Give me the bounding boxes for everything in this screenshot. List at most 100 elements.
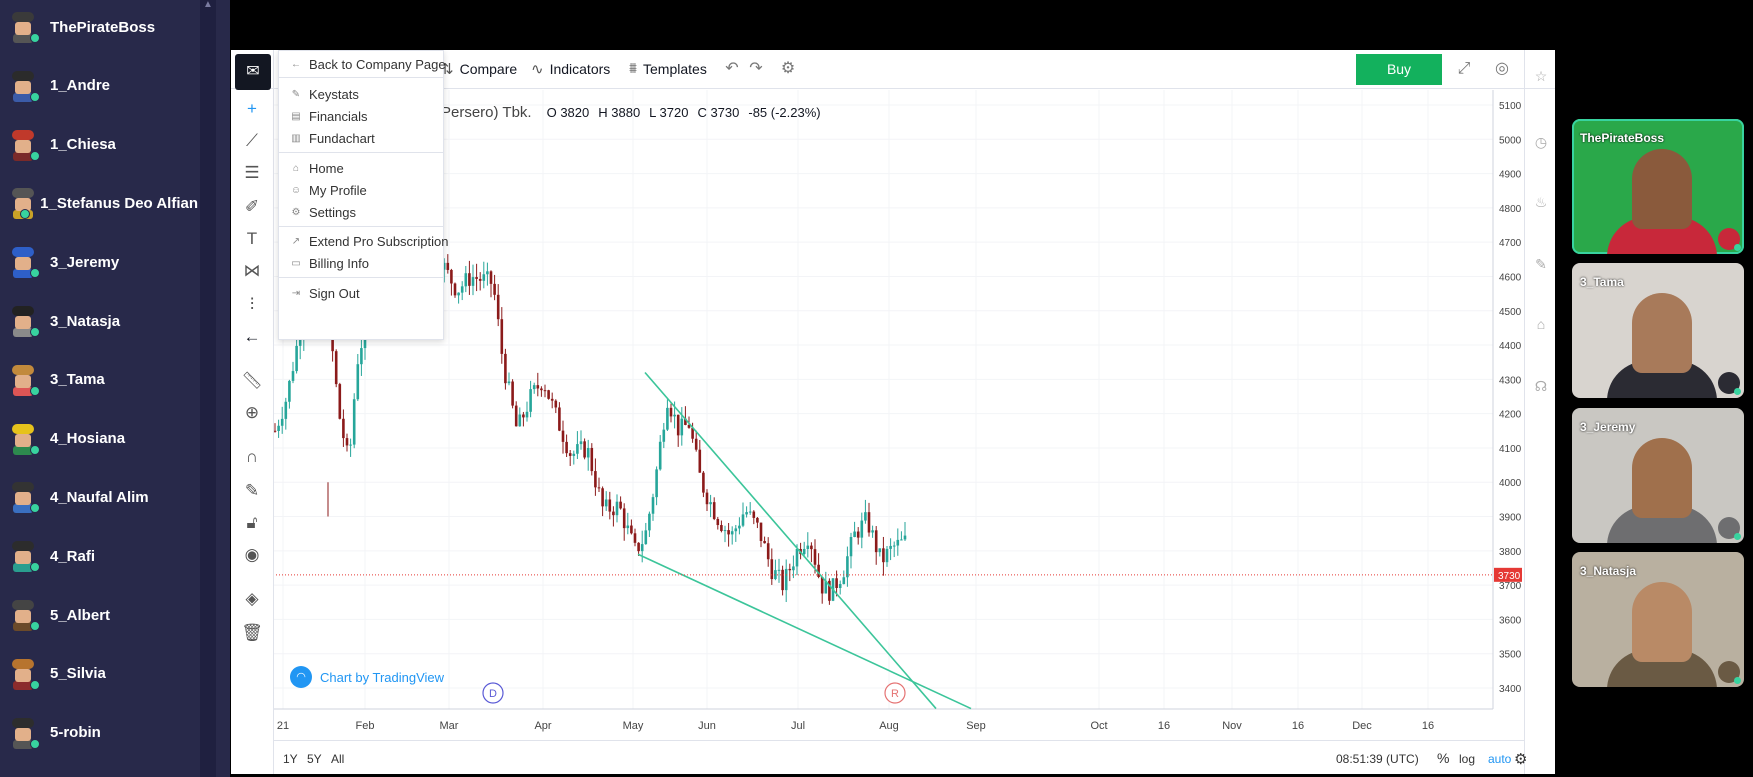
lock-draw-icon[interactable]: ✎ bbox=[244, 481, 260, 500]
financials-icon: ▤ bbox=[291, 111, 301, 122]
fullscreen-icon[interactable]: ⤢ bbox=[1457, 60, 1471, 77]
menu-my-profile[interactable]: ☺ My Profile bbox=[290, 183, 367, 198]
candle-body bbox=[273, 430, 277, 432]
candle-body bbox=[842, 577, 846, 585]
text-icon[interactable]: T bbox=[246, 229, 258, 248]
video-feed bbox=[1632, 438, 1692, 518]
candle-body bbox=[691, 427, 694, 439]
arrow-left-icon[interactable]: ← bbox=[243, 327, 261, 346]
headset-icon[interactable]: ☊ bbox=[1534, 378, 1548, 394]
percent-toggle[interactable]: % bbox=[1437, 750, 1450, 766]
menu-keystats[interactable]: ✎ Keystats bbox=[291, 87, 359, 102]
participant-item[interactable]: 1_Chiesa bbox=[0, 125, 198, 165]
online-status-icon bbox=[1734, 677, 1741, 684]
horizontal-lines-icon[interactable]: ☰ bbox=[244, 163, 260, 182]
eye-icon[interactable]: ◉ bbox=[244, 545, 260, 564]
watchlist-icon[interactable]: ☆ bbox=[1534, 68, 1548, 84]
price-tick-label: 4000 bbox=[1499, 478, 1522, 489]
brush-icon[interactable]: ✐ bbox=[244, 197, 260, 216]
symbol-name[interactable]: Persero) Tbk. bbox=[441, 104, 532, 121]
price-tick-label: 5100 bbox=[1499, 101, 1522, 112]
participant-item[interactable]: 1_Stefanus Deo Alfian bbox=[0, 183, 198, 223]
magnet-icon[interactable]: ∩ bbox=[245, 447, 259, 466]
ruler-icon[interactable]: 📏︎ bbox=[241, 371, 263, 390]
candle-body bbox=[604, 499, 608, 507]
utc-clock[interactable]: 08:51:39 (UTC) bbox=[1336, 752, 1419, 766]
price-chart[interactable]: 5100 5000 4900 4800 4700 4600 4500 4400 4300 4200… bbox=[231, 50, 1555, 774]
menu-settings[interactable]: ⚙ Settings bbox=[291, 205, 356, 220]
video-tile[interactable]: 3_Jeremy bbox=[1572, 408, 1744, 543]
candle-body bbox=[820, 576, 824, 594]
candle-body bbox=[874, 530, 878, 553]
candle-body bbox=[579, 441, 583, 445]
candle-body bbox=[687, 424, 691, 428]
gear-icon[interactable]: ⚙ bbox=[780, 60, 796, 77]
crosshair-icon[interactable]: + bbox=[247, 99, 257, 118]
price-tick-label: 3900 bbox=[1499, 513, 1522, 524]
participant-item[interactable]: 4_Hosiana bbox=[0, 419, 198, 459]
participant-item[interactable]: 3_Jeremy bbox=[0, 242, 198, 282]
candle-body bbox=[540, 388, 543, 391]
menu-extend-pro[interactable]: ↗ Extend Pro Subscription bbox=[291, 234, 449, 249]
candle-body bbox=[572, 453, 576, 456]
avatar bbox=[1718, 228, 1741, 251]
compare-button[interactable]: ⇅ Compare bbox=[441, 61, 518, 78]
participant-item[interactable]: 5_Silvia bbox=[0, 654, 198, 694]
templates-button[interactable]: ⩩ Templates bbox=[629, 60, 707, 77]
menu-billing-info[interactable]: ▭ Billing Info bbox=[291, 256, 369, 271]
range-5y[interactable]: 5Y bbox=[307, 752, 322, 766]
menu-financials[interactable]: ▤ Financials bbox=[291, 109, 368, 124]
log-toggle[interactable]: log bbox=[1459, 752, 1476, 766]
menu-home[interactable]: ⌂ Home bbox=[290, 161, 344, 176]
participant-item[interactable]: 3_Natasja bbox=[0, 301, 198, 341]
menu-fundachart[interactable]: ▥ Fundachart bbox=[291, 131, 375, 146]
menu-back-to-company[interactable]: ← Back to Company Page bbox=[291, 57, 446, 72]
participant-item[interactable]: 5-robin bbox=[0, 713, 198, 753]
video-tile[interactable]: 3_Tama bbox=[1572, 263, 1744, 398]
scroll-up-icon[interactable]: ▲ bbox=[203, 0, 213, 10]
candle-body bbox=[558, 407, 561, 431]
price-tick-label: 4100 bbox=[1499, 444, 1522, 455]
participant-item[interactable]: 4_Naufal Alim bbox=[0, 477, 198, 517]
auto-toggle[interactable]: auto bbox=[1488, 752, 1512, 766]
video-tile[interactable]: 3_Natasja bbox=[1572, 552, 1744, 687]
participant-item[interactable]: 3_Tama bbox=[0, 360, 198, 400]
candle-body bbox=[781, 569, 784, 591]
zoom-in-icon[interactable]: ⊕ bbox=[244, 403, 260, 422]
app-logo-icon[interactable]: ✉ bbox=[235, 54, 271, 90]
lock-icon[interactable]: 🔓︎ bbox=[246, 513, 258, 532]
participant-item[interactable]: 5_Albert bbox=[0, 595, 198, 635]
layers-icon[interactable]: ◈ bbox=[245, 589, 259, 608]
participant-item[interactable]: ThePirateBoss bbox=[0, 7, 198, 47]
indicators-button[interactable]: ∿ Indicators bbox=[531, 61, 611, 78]
range-all[interactable]: All bbox=[331, 752, 345, 766]
sign-out-icon: ⇥ bbox=[291, 288, 301, 299]
range-1y[interactable]: 1Y bbox=[283, 752, 298, 766]
notification-icon[interactable]: ⌂ bbox=[1536, 316, 1546, 332]
camera-icon[interactable]: ◎ bbox=[1495, 60, 1509, 77]
video-tile[interactable]: ThePirateBoss bbox=[1572, 119, 1744, 254]
trendline-icon[interactable]: ⟋ bbox=[246, 131, 258, 150]
tradingview-watermark[interactable]: ◠ Chart by TradingView bbox=[290, 666, 444, 688]
alarm-icon[interactable]: ◷ bbox=[1534, 134, 1548, 150]
hotlist-icon[interactable]: ♨ bbox=[1534, 194, 1548, 210]
redo-icon[interactable]: ↷ bbox=[749, 60, 763, 77]
participant-item[interactable]: 1_Andre bbox=[0, 66, 198, 106]
sidebar-scrollbar[interactable] bbox=[200, 0, 216, 777]
pattern-icon[interactable]: ⋈ bbox=[243, 261, 261, 280]
trash-icon[interactable]: 🗑︎ bbox=[241, 623, 263, 642]
chart-settings-gear-icon[interactable]: ⚙ bbox=[1514, 751, 1528, 768]
pencil-icon[interactable]: ✎ bbox=[1535, 256, 1547, 272]
buy-button[interactable]: Buy bbox=[1356, 54, 1442, 85]
prediction-icon[interactable]: ⫶ bbox=[249, 295, 255, 314]
price-tick-label: 4200 bbox=[1499, 410, 1522, 421]
time-tick-label: Oct bbox=[1090, 720, 1107, 732]
participant-item[interactable]: 4_Rafi bbox=[0, 536, 198, 576]
undo-icon[interactable]: ↶ bbox=[725, 60, 739, 77]
menu-sign-out[interactable]: ⇥ Sign Out bbox=[291, 286, 360, 301]
close-value: C 3730 bbox=[697, 105, 740, 120]
candle-body bbox=[475, 277, 478, 279]
candle-body bbox=[860, 520, 864, 538]
candle-body bbox=[590, 447, 594, 472]
online-status-icon bbox=[30, 444, 40, 455]
